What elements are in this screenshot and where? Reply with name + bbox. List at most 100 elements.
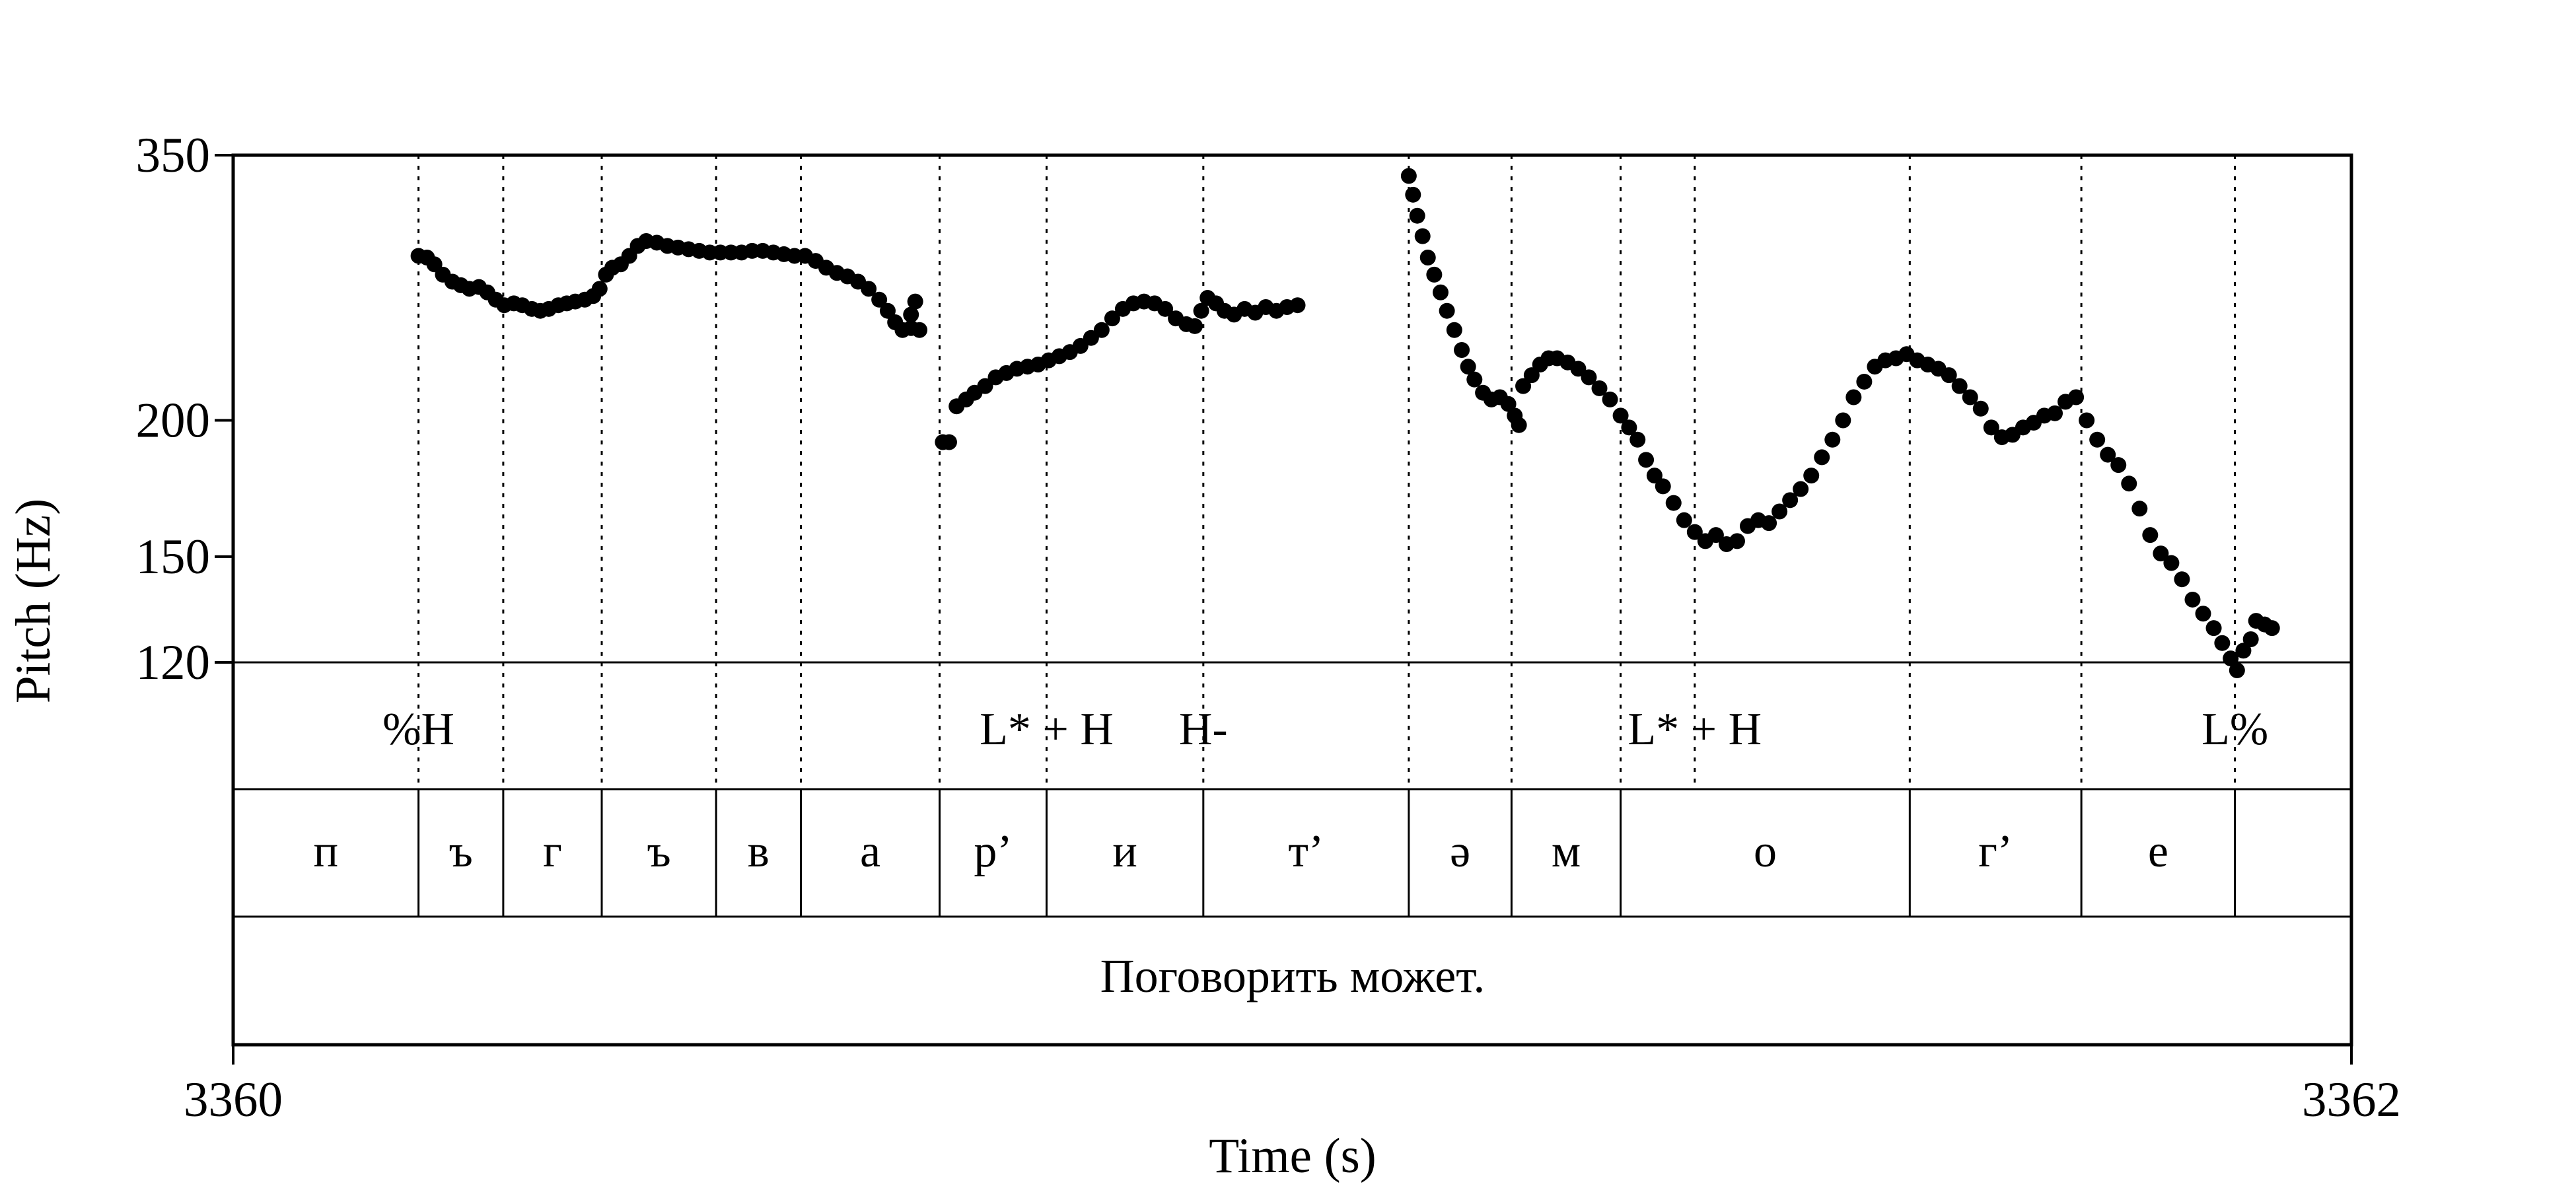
pitch-point bbox=[1454, 342, 1470, 359]
pitch-point bbox=[2068, 389, 2085, 405]
pitch-point bbox=[1426, 266, 1443, 283]
pitch-point bbox=[591, 281, 608, 297]
pitch-point bbox=[1782, 492, 1799, 508]
tone-label: L% bbox=[2201, 704, 2268, 755]
pitch-point bbox=[912, 322, 928, 338]
plot-border bbox=[231, 153, 2353, 1047]
sentence-label: Поговорить может. bbox=[1100, 950, 1485, 1002]
pitch-point bbox=[1665, 495, 1682, 511]
pitch-point bbox=[1405, 186, 1421, 203]
plot-frame bbox=[231, 153, 2353, 1047]
pitch-point bbox=[2223, 650, 2239, 667]
pitch-point bbox=[1761, 515, 1777, 532]
pitch-point bbox=[1814, 449, 1830, 466]
pitch-point bbox=[2110, 457, 2127, 473]
pitch-point bbox=[1962, 389, 1978, 405]
pitch-point bbox=[2264, 620, 2280, 637]
pitch-point bbox=[1646, 468, 1663, 484]
x-axis-title: Time (s) bbox=[1209, 1129, 1377, 1183]
x-tick-label: 3362 bbox=[2302, 1072, 2401, 1127]
pitch-point bbox=[941, 434, 957, 450]
pitch-point bbox=[2229, 662, 2245, 679]
segment-tier: п ъ г ъ в а р’ и т’ ə м о г’ е bbox=[314, 789, 2236, 917]
pitch-point bbox=[1771, 503, 1788, 520]
pitch-point bbox=[2214, 635, 2231, 651]
x-axis: Time (s) 3360 3362 bbox=[184, 1045, 2401, 1183]
pitch-point bbox=[2089, 431, 2106, 448]
segment-label: ə bbox=[1450, 826, 1470, 877]
pitch-point bbox=[1432, 284, 1449, 300]
pitch-point bbox=[2174, 571, 2190, 588]
pitch-point bbox=[2242, 631, 2259, 647]
y-tick-label: 200 bbox=[136, 394, 211, 448]
pitch-points bbox=[410, 168, 2280, 679]
pitch-point bbox=[2121, 475, 2137, 492]
pitch-point bbox=[1729, 533, 1745, 549]
tone-tier: %H L* + H H- L* + H L% bbox=[382, 704, 2268, 755]
pitch-point bbox=[1511, 417, 1527, 433]
pitch-point bbox=[2142, 527, 2159, 543]
pitch-point bbox=[1419, 249, 1436, 265]
pitch-point bbox=[1414, 228, 1431, 244]
pitch-point bbox=[1629, 431, 1646, 448]
segment-label: т’ bbox=[1288, 826, 1324, 877]
segment-label: р’ bbox=[974, 826, 1012, 877]
segment-label: ъ bbox=[449, 826, 473, 877]
pitch-point bbox=[1602, 391, 1618, 407]
tone-label: L* + H bbox=[1628, 704, 1762, 755]
pitch-point bbox=[1621, 419, 1637, 436]
y-tick-label: 150 bbox=[136, 530, 211, 584]
pitch-point bbox=[1707, 527, 1724, 543]
pitch-point bbox=[2153, 545, 2169, 562]
segment-label: г bbox=[543, 826, 562, 877]
pitch-point bbox=[1466, 371, 1483, 388]
segment-label: ъ bbox=[647, 826, 671, 877]
y-axis: Pitch (Hz) 120 150 200 350 bbox=[6, 128, 233, 703]
pitch-point bbox=[1941, 367, 1957, 384]
pitch-point bbox=[1803, 468, 1820, 484]
pitch-point bbox=[2047, 405, 2063, 421]
pitch-point bbox=[871, 291, 888, 308]
pitch-point bbox=[1289, 297, 1306, 314]
segment-label: м bbox=[1552, 826, 1581, 877]
pitch-point bbox=[1460, 359, 1476, 375]
pitch-point bbox=[1446, 322, 1462, 338]
tone-label: L* + H bbox=[980, 704, 1114, 755]
pitch-point bbox=[1612, 407, 1629, 424]
pitch-point bbox=[2184, 591, 2201, 608]
pitch-point bbox=[1570, 361, 1587, 377]
pitch-point bbox=[1439, 302, 1455, 319]
segment-label: е bbox=[2148, 826, 2168, 877]
pitch-point bbox=[903, 306, 919, 323]
pitch-point bbox=[1581, 369, 1597, 386]
pitch-point bbox=[2235, 643, 2252, 659]
pitch-point bbox=[2131, 501, 2148, 517]
y-tick-label: 120 bbox=[136, 635, 211, 690]
pitch-point bbox=[1638, 452, 1655, 468]
segment-label: а bbox=[860, 826, 880, 877]
pitch-point bbox=[1951, 378, 1968, 394]
segment-label: в bbox=[748, 826, 769, 877]
pitch-point bbox=[1835, 412, 1851, 429]
segment-label: и bbox=[1112, 826, 1137, 877]
pitch-point bbox=[2079, 412, 2095, 429]
pitch-point bbox=[1400, 168, 1417, 184]
pitch-point bbox=[1676, 512, 1692, 528]
y-tick-label: 350 bbox=[136, 128, 211, 183]
y-axis-title: Pitch (Hz) bbox=[6, 499, 61, 703]
segment-label: о bbox=[1754, 826, 1777, 877]
pitch-point bbox=[1983, 419, 1999, 436]
pitch-point bbox=[2100, 446, 2116, 463]
pitch-point bbox=[1193, 302, 1209, 319]
pitch-point bbox=[1104, 310, 1120, 327]
pitch-point bbox=[1523, 367, 1540, 384]
pitch-point bbox=[1655, 478, 1671, 495]
pitch-point bbox=[1591, 380, 1608, 396]
pitch-point bbox=[1093, 322, 1110, 338]
pitch-point bbox=[1686, 524, 1703, 540]
pitch-point bbox=[1845, 389, 1862, 405]
pitch-point bbox=[1515, 378, 1532, 394]
pitch-point bbox=[1856, 373, 1873, 390]
